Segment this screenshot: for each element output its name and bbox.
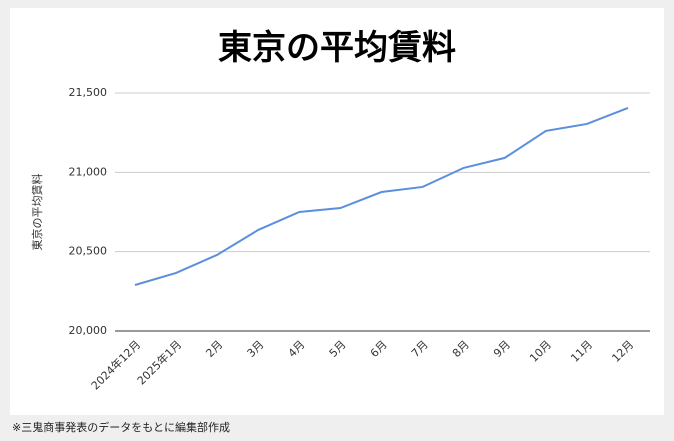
chart-background (10, 8, 664, 415)
y-tick-label: 21,500 (69, 86, 108, 99)
line (134, 106, 629, 286)
chart-title: 東京の平均賃料 (218, 28, 456, 68)
y-axis-label: 東京の平均賃料 (30, 174, 44, 251)
y-tick-label: 20,500 (69, 245, 108, 258)
footnote: ※三鬼商事発表のデータをもとに編集部作成 (12, 420, 230, 434)
y-tick-label: 21,000 (69, 165, 108, 178)
y-tick-label: 20,000 (69, 324, 108, 337)
